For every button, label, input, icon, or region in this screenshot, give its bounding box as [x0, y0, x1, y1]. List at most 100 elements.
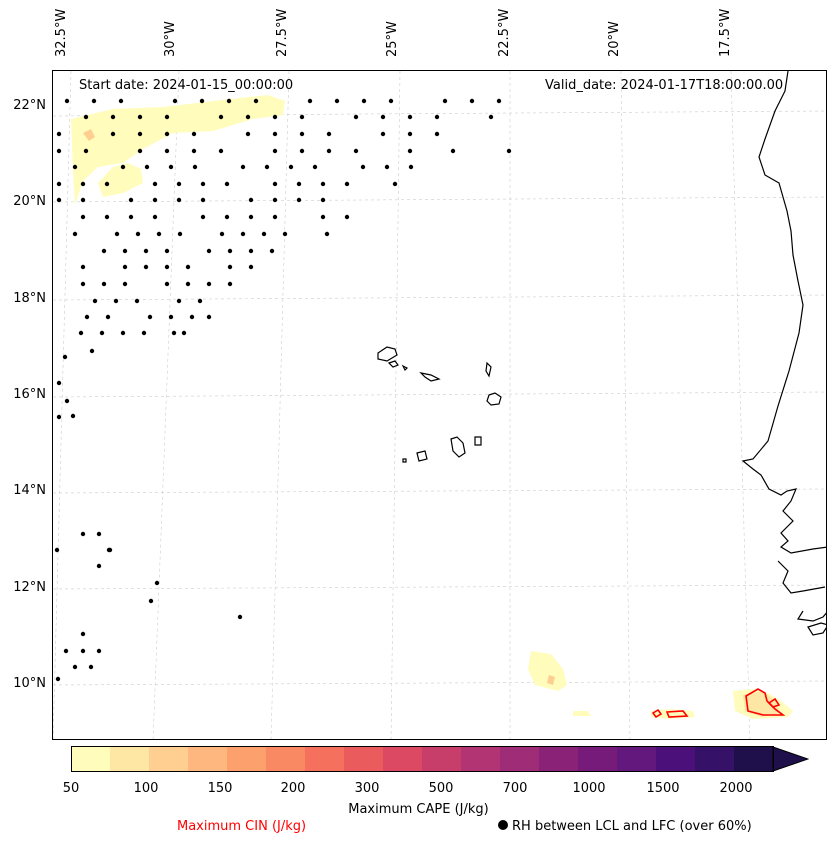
colorbar-swatch [539, 746, 579, 772]
colorbar-tick-1500: 1500 [646, 781, 680, 796]
rh-marker [227, 248, 233, 254]
rh-marker [56, 181, 62, 187]
rh-marker [56, 414, 62, 420]
rh-marker [104, 181, 110, 187]
colorbar-swatch [110, 746, 150, 772]
rh-marker [344, 181, 350, 187]
colorbar-tick-1000: 1000 [572, 781, 606, 796]
rh-marker [185, 264, 191, 270]
parallel-12n [53, 584, 826, 590]
colorbar-swatches [71, 746, 774, 772]
cape-shading [71, 95, 793, 719]
cape-area-northwest [71, 95, 285, 205]
cin-legend-label: Maximum CIN (J/kg) [177, 819, 307, 834]
rh-marker [200, 214, 206, 220]
rh-marker [326, 148, 332, 154]
meridian-30w [152, 71, 180, 739]
colorbar-swatch [617, 746, 657, 772]
rh-marker [361, 98, 367, 104]
rh-marker [288, 164, 294, 170]
cin-contours [651, 688, 786, 719]
parallel-14n [53, 488, 826, 494]
rh-marker [164, 264, 170, 270]
rh-marker [206, 281, 212, 287]
colorbar-tick-2000: 2000 [719, 781, 753, 796]
island-santiago [450, 436, 466, 458]
rh-marker [101, 281, 107, 287]
rh-marker [78, 330, 84, 336]
rh-marker [147, 314, 153, 320]
rh-marker [506, 148, 512, 154]
rh-marker [191, 148, 197, 154]
colorbar-swatch [500, 746, 540, 772]
island-sal [485, 361, 492, 378]
parallel-10n [53, 680, 826, 686]
rh-marker [434, 114, 440, 120]
rh-marker [197, 298, 203, 304]
rh-marker [177, 231, 183, 237]
rh-marker [245, 131, 251, 137]
rh-marker [272, 181, 278, 187]
colorbar-swatch [578, 746, 618, 772]
colorbar-tick-100: 100 [133, 781, 159, 796]
rh-marker [272, 131, 278, 137]
rh-marker [227, 264, 233, 270]
rh-marker [450, 148, 456, 154]
rh-marker [83, 114, 89, 120]
rh-marker [141, 330, 147, 336]
rh-marker [176, 298, 182, 304]
rh-marker [192, 164, 198, 170]
rh-marker [72, 231, 78, 237]
africa-coastline-gambia-south [777, 560, 826, 594]
meridian-25w [390, 71, 401, 739]
island-fogo [416, 450, 428, 462]
rh-marker [106, 547, 112, 553]
colorbar-tick-200: 200 [280, 781, 306, 796]
rh-marker [92, 298, 98, 304]
rh-marker [110, 131, 116, 137]
rh-marker [407, 114, 413, 120]
rh-marker [156, 231, 162, 237]
colorbar-swatch [71, 746, 111, 772]
rh-marker [176, 181, 182, 187]
rh-marker [143, 248, 149, 254]
colorbar-swatch [266, 746, 306, 772]
rh-marker [137, 148, 143, 154]
graticule-gridlines [53, 71, 826, 739]
rh-marker [120, 330, 126, 336]
colorbar-swatch [305, 746, 345, 772]
colorbar-extend-arrow [772, 746, 809, 772]
colorbar-tick-50: 50 [62, 781, 80, 796]
rh-marker [320, 181, 326, 187]
valid-date-label: Valid_date: 2024-01-17T18:00:00.00 [545, 78, 784, 93]
rh-marker [353, 114, 359, 120]
cape-verde-islands [377, 346, 502, 463]
rh-marker [240, 231, 246, 237]
lon-label-32-5w: 32.5°W [54, 8, 69, 57]
cin-contour-1 [745, 688, 786, 716]
rh-marker [218, 148, 224, 154]
colorbar-title: Maximum CAPE (J/kg) [348, 802, 489, 817]
rh-marker [64, 98, 70, 104]
rh-marker [88, 664, 94, 670]
rh-marker [312, 164, 318, 170]
colorbar-swatch [656, 746, 696, 772]
colorbar-swatch [422, 746, 462, 772]
rh-marker [56, 197, 62, 203]
rh-marker [320, 214, 326, 220]
lat-label-18n: 18°N [13, 291, 46, 306]
parallel-20n [53, 196, 826, 203]
cape-area-southeast-4 [573, 711, 591, 716]
rh-marker [218, 114, 224, 120]
rh-marker [122, 248, 128, 254]
rh-marker [72, 664, 78, 670]
rh-marker [380, 114, 386, 120]
cin-contour-3 [651, 708, 663, 719]
rh-marker [80, 214, 86, 220]
rh-marker [324, 231, 330, 237]
colorbar-tick-500: 500 [428, 781, 454, 796]
rh-marker [96, 531, 102, 537]
rh-legend: RH between LCL and LFC (over 60%) [498, 819, 752, 834]
meridian-17-5w [730, 71, 751, 739]
rh-marker [248, 214, 254, 220]
